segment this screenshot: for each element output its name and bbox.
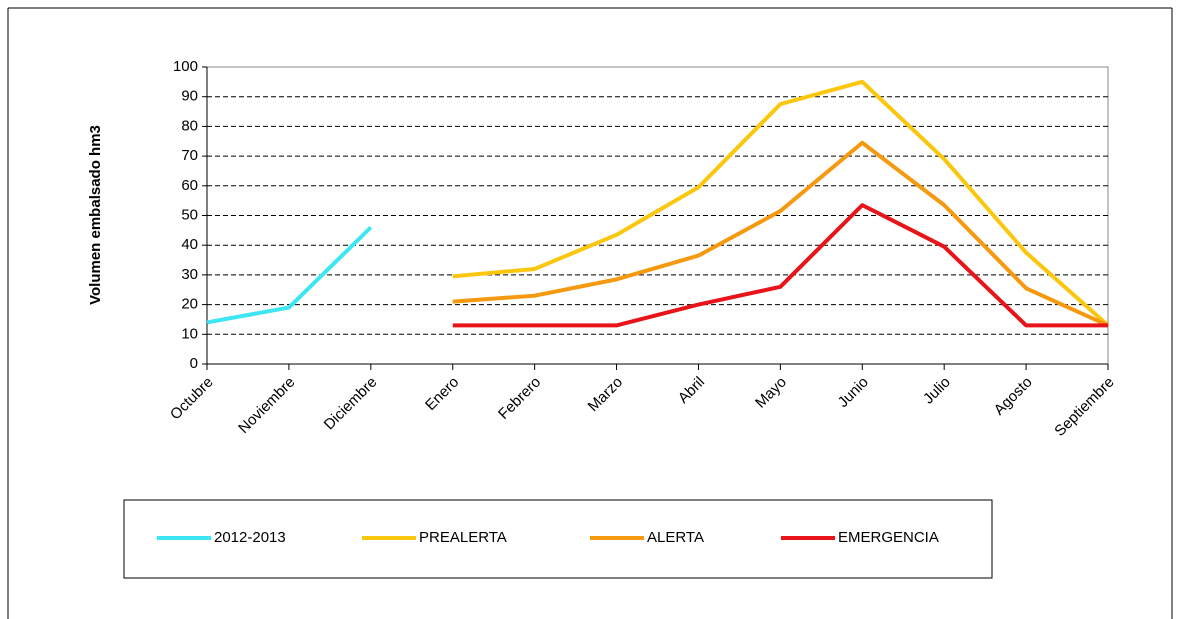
y-tick-label: 0: [190, 355, 198, 372]
series-line: [452, 203, 1108, 328]
x-tick-label: Noviembre: [235, 374, 298, 437]
y-tick-label: 90: [181, 88, 198, 105]
legend-label: PREALERTA: [419, 529, 507, 546]
series-line: [206, 225, 373, 325]
x-tick-label: Diciembre: [321, 374, 381, 434]
x-tick-label: Mayo: [752, 374, 790, 412]
y-tick-label: 80: [181, 117, 198, 134]
legend-box: [123, 499, 993, 579]
x-tick-label: Febrero: [495, 374, 544, 423]
y-axis-title: Volumen embalsado hm3: [87, 125, 104, 305]
y-tick-label: 60: [181, 177, 198, 194]
y-tick-label: 100: [173, 58, 198, 75]
x-tick-label: Agosto: [991, 374, 1036, 419]
y-tick-label: 30: [181, 266, 198, 283]
y-tick-label: 20: [181, 296, 198, 313]
x-tick-label: Julio: [920, 374, 954, 408]
y-tick-label: 70: [181, 147, 198, 164]
x-tick-label: Septiembre: [1051, 374, 1117, 440]
x-tick-label: Marzo: [585, 374, 626, 415]
series-line: [452, 79, 1110, 327]
legend-label: 2012-2013: [214, 529, 286, 546]
x-tick-label: Octubre: [167, 374, 217, 424]
x-tick-label: Abril: [675, 374, 708, 407]
y-tick-label: 40: [181, 236, 198, 253]
y-tick-label: 10: [181, 325, 198, 342]
y-tick-label: 50: [181, 206, 198, 223]
series-line: [452, 140, 1109, 328]
legend-label: EMERGENCIA: [838, 529, 939, 546]
legend-label: ALERTA: [647, 529, 704, 546]
x-tick-label: Enero: [422, 374, 462, 414]
x-tick-label: Junio: [835, 374, 872, 411]
